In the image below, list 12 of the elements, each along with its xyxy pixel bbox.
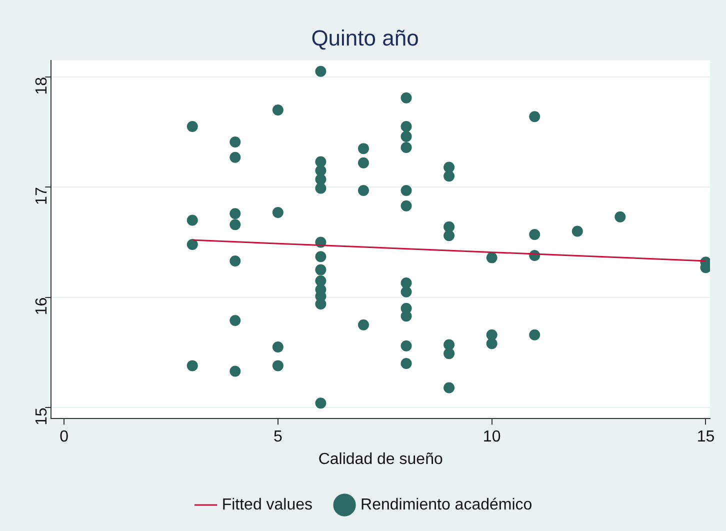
chart-title: Quinto año (311, 25, 419, 50)
y-tick-label: 15 (34, 407, 51, 426)
legend-label: Rendimiento académico (360, 496, 532, 514)
y-tick-label: 16 (34, 297, 51, 316)
legend-label: Fitted values (222, 496, 313, 514)
x-tick-label: 0 (60, 428, 69, 446)
x-tick-label: 10 (482, 428, 501, 446)
x-tick-label: 15 (696, 428, 715, 446)
x-tick-label: 5 (273, 428, 282, 446)
y-tick-label: 18 (34, 76, 51, 95)
y-tick-label: 17 (34, 187, 51, 205)
x-axis-title: Calidad de sueño (318, 450, 443, 468)
